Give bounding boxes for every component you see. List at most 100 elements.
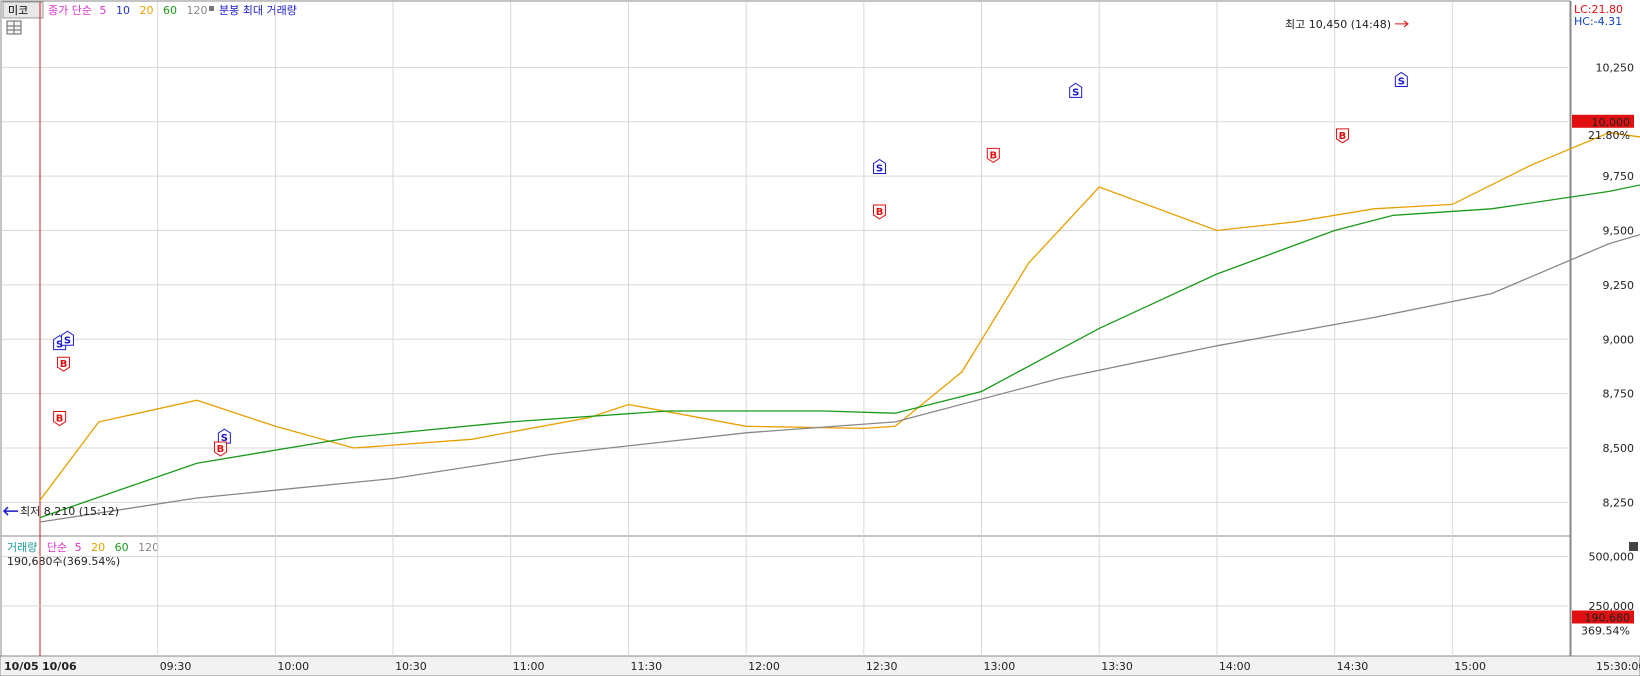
high-arrow-icon [1395,20,1409,28]
signal-shape [53,411,67,427]
signal-letter: B [60,359,68,370]
current-price-tag [1572,114,1634,128]
ma60-line [39,184,1640,519]
grid-lines [2,2,1570,656]
signal-letter: S [1072,87,1079,98]
signal-letter: S [221,433,228,444]
buy-signal-marker[interactable]: B [873,204,887,220]
market-toggle[interactable] [2,1,44,19]
time-tick-label: 13:00 [984,660,1016,673]
low-arrow-icon [2,506,18,516]
price-tick-label: 8,500 [1603,442,1635,455]
signal-shape [1335,128,1349,144]
market-label[interactable]: 미코 [8,4,28,17]
ma120-line [39,233,1640,523]
moving-average-lines [39,132,1640,523]
time-tick-label: 13:30 [1101,660,1133,673]
signal-shape [217,428,231,444]
current-price-value: 10,000 [1592,116,1631,129]
signal-shape [1069,82,1083,98]
vol-ma5-legend: 5 [75,541,82,554]
signal-shape [213,441,227,457]
price-tick-label: 8,250 [1603,496,1635,509]
volume-tick-label: 250,000 [1589,600,1635,613]
date-label-today: 10/06 [42,660,77,673]
time-tick-label: 14:00 [1219,660,1251,673]
sell-signal-marker[interactable]: S [217,428,231,444]
buy-signal-marker[interactable]: B [986,147,1000,164]
ma120-legend: 120 [186,4,207,17]
time-tick-label: 10:30 [395,660,427,673]
date-label-prev: 10/05 [4,660,39,673]
signal-letter: B [876,207,884,218]
price-tick-label: 8,750 [1603,388,1635,401]
current-volume-tag [1572,610,1634,624]
ma20-legend: 20 [139,4,153,17]
low-annotation: 최저 8,210 (15:12) [20,505,119,518]
volume-tick-label: 500,000 [1589,551,1635,564]
lc-label: LC:21.80 [1574,3,1623,16]
max-volume-label: 분봉 최대 거래량 [219,4,297,17]
signal-shape [986,147,1000,164]
signal-letter: B [1339,131,1347,142]
volume-ma-label: 단순 [47,541,67,554]
ma10-legend: 10 [116,4,130,17]
price-tick-label: 9,000 [1603,333,1635,346]
time-tick-label: 14:30 [1337,660,1369,673]
volume-panel-frame [0,535,1571,657]
current-volume-pct: 369.54% [1581,624,1630,637]
right-axis-time: 15:30:00 [1596,660,1640,673]
signal-shape [57,356,71,372]
ma60-legend: 60 [163,4,177,17]
time-axis-bar [0,655,1640,676]
hc-label: HC:-4.31 [1574,15,1622,28]
buy-signal-marker[interactable]: B [213,441,227,457]
signal-letter: S [1398,76,1405,87]
volume-legend: 거래량 단순 5 20 60 120 [7,541,159,554]
price-tick-label: 9,250 [1603,279,1635,292]
current-change-value: 21.80% [1588,129,1630,142]
signal-letter: B [217,444,225,455]
signal-letter: S [64,335,71,346]
sell-signal-marker[interactable]: S [873,158,887,174]
sell-signal-marker[interactable]: S [1394,71,1408,87]
price-tick-label: 9,500 [1603,225,1635,238]
volume-marker-icon [209,6,214,11]
signal-shape [60,330,74,346]
time-axis: 09:30 10:00 10:30 11:00 11:30 12:00 12:30 13:00… [4,660,1640,673]
signal-letter: S [56,340,63,351]
current-volume-value: 190,680 [1585,611,1631,624]
time-tick-label: 11:00 [513,660,545,673]
buy-signal-marker[interactable]: B [57,356,71,372]
price-panel-frame [0,0,1571,537]
high-annotation: 최고 10,450 (14:48) [1285,18,1391,31]
time-tick-label: 12:00 [748,660,780,673]
vol-ma20-legend: 20 [91,541,105,554]
sell-signal-marker[interactable]: S [1069,82,1083,98]
signal-letter: B [989,150,997,161]
ma-indicator-name: 종가 단순 [48,4,92,17]
vol-ma60-legend: 60 [115,541,129,554]
panel-close-icon[interactable] [1629,542,1638,551]
ma5-legend: 5 [99,4,106,17]
buy-signal-marker[interactable]: B [53,411,67,427]
signal-shape [873,158,887,174]
signal-shape [1394,71,1408,87]
time-tick-label: 15:00 [1454,660,1486,673]
ma-legend: 종가 단순 5 10 20 60 120 [48,4,207,17]
buy-signal-marker[interactable]: B [1335,128,1349,144]
vol-ma120-legend: 120 [138,541,159,554]
signal-shape [873,204,887,220]
sell-signal-marker[interactable]: S [60,330,74,346]
time-tick-label: 12:30 [866,660,898,673]
ma20-line [39,132,1640,501]
time-tick-label: 11:30 [630,660,662,673]
signal-letter: S [876,163,883,174]
time-tick-label: 10:00 [277,660,309,673]
signal-letter: B [56,414,64,425]
